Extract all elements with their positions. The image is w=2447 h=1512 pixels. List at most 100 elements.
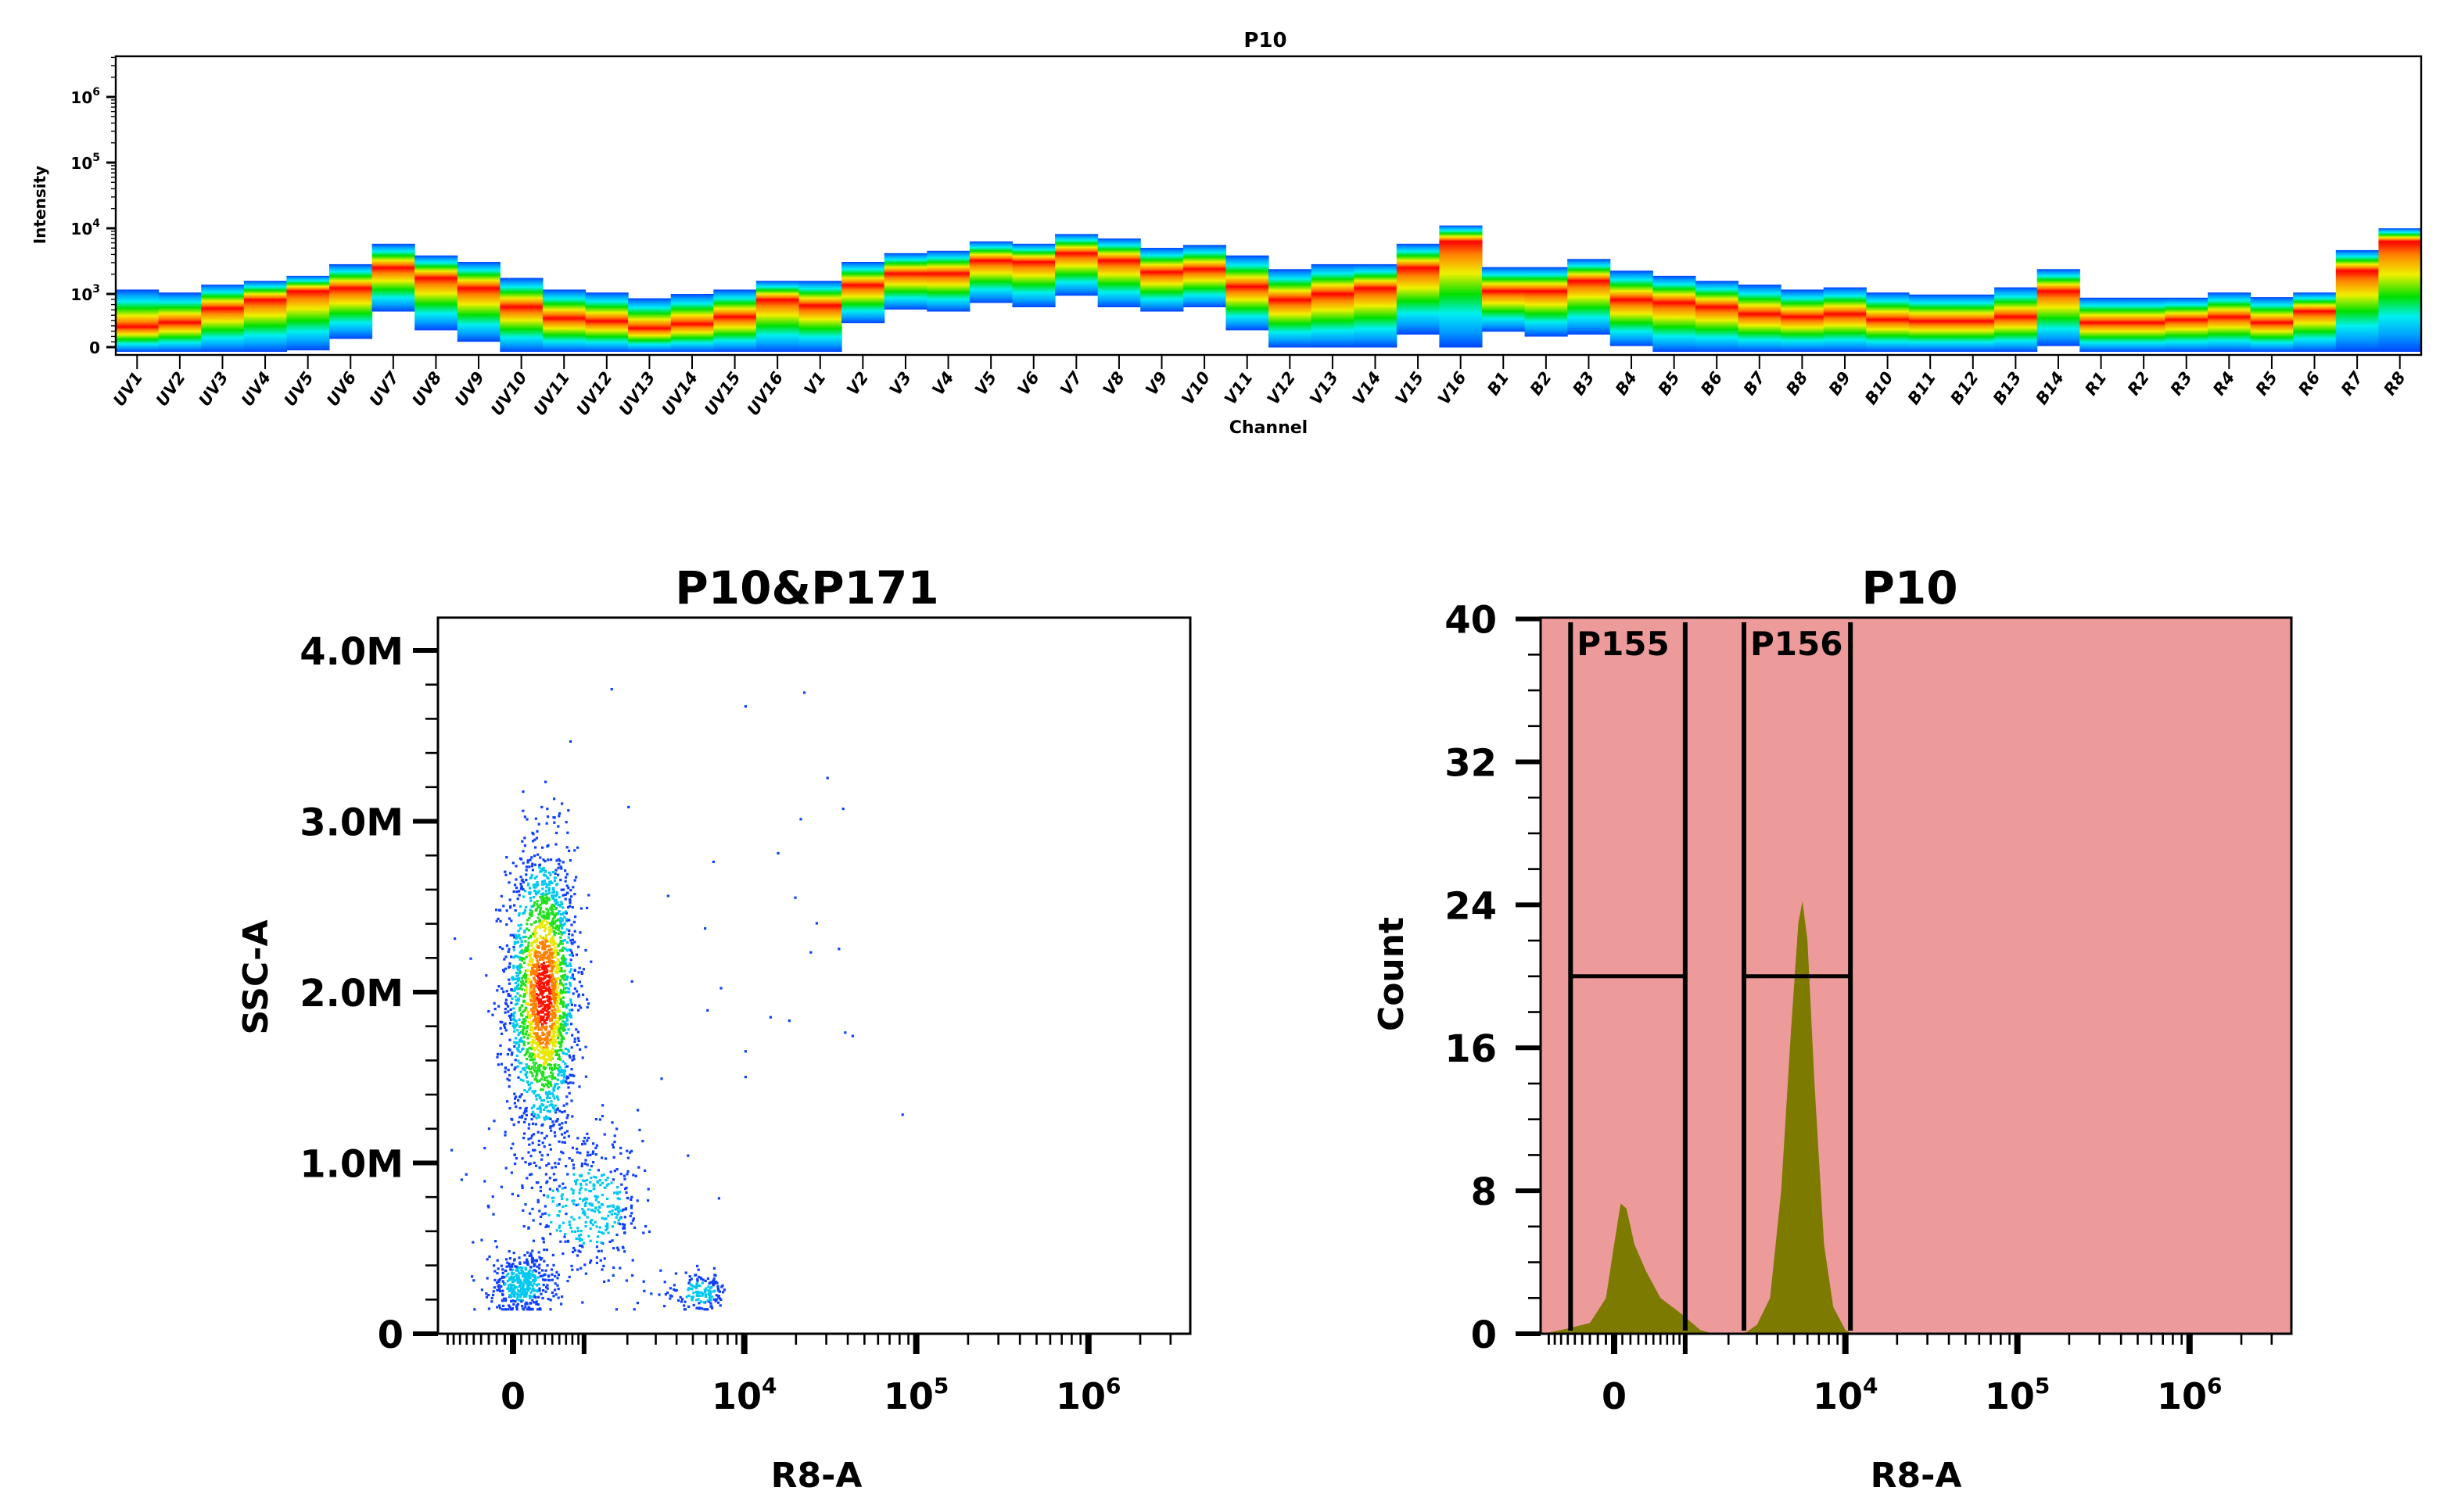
- scatter-point: [697, 1268, 700, 1271]
- scatter-point: [530, 1106, 533, 1109]
- scatter-point: [523, 1254, 526, 1257]
- scatter-point: [512, 956, 515, 959]
- scatter-point: [552, 871, 555, 874]
- scatter-point: [546, 980, 549, 984]
- scatter-point: [545, 908, 548, 911]
- scatter-point: [507, 993, 510, 996]
- scatter-point: [630, 1222, 633, 1225]
- scatter-point: [521, 1114, 524, 1117]
- scatter-point: [525, 980, 528, 983]
- scatter-point: [558, 963, 562, 966]
- scatter-point: [521, 840, 524, 843]
- scatter-point: [497, 985, 501, 988]
- scatter-point: [518, 890, 521, 893]
- scatter-point: [483, 1180, 486, 1183]
- scatter-point: [549, 1125, 552, 1128]
- scatter-point: [683, 1308, 686, 1311]
- scatter-point: [615, 1168, 619, 1171]
- scatter-point: [502, 905, 505, 908]
- scatter-point: [522, 1274, 525, 1277]
- scatter-point: [527, 954, 530, 957]
- scatter-point: [528, 1280, 531, 1283]
- gate-p156[interactable]: P156: [1741, 622, 1853, 1331]
- scatter-point: [536, 944, 539, 947]
- scatter-point: [638, 1128, 641, 1131]
- scatter-point: [536, 891, 540, 894]
- scatter-point: [619, 1191, 622, 1194]
- scatter-point: [536, 1025, 540, 1028]
- scatter-point: [557, 953, 560, 956]
- scatter-point: [614, 1212, 617, 1215]
- scatter-point: [529, 1022, 533, 1025]
- scatter-point: [563, 969, 566, 973]
- scatter-point: [560, 1069, 563, 1072]
- spectrum-column: [1738, 285, 1781, 352]
- channel-label: V6: [1014, 368, 1042, 399]
- scatter-point: [611, 1121, 614, 1124]
- scatter-point: [540, 1028, 543, 1031]
- scatter-point: [472, 1241, 475, 1244]
- scatter-point: [534, 891, 537, 894]
- scatter-point: [512, 1252, 515, 1255]
- scatter-point: [571, 1073, 574, 1077]
- spectrum-column: [1908, 294, 1953, 352]
- scatter-point: [524, 1302, 527, 1306]
- scatter-point: [551, 952, 554, 955]
- scatter-point: [510, 1147, 513, 1150]
- scatter-point: [539, 926, 542, 930]
- scatter-point: [599, 1184, 602, 1187]
- scatter-point: [547, 887, 551, 890]
- scatter-point: [512, 966, 515, 969]
- scatter-point: [564, 1070, 567, 1073]
- scatter-point: [551, 940, 554, 943]
- spectrum-column: [2293, 292, 2337, 352]
- scatter-point: [567, 1134, 570, 1138]
- histogram-gates[interactable]: P155 P156: [1568, 622, 1853, 1331]
- scatter-point: [698, 1284, 701, 1288]
- scatter-point: [550, 858, 553, 862]
- scatter-point: [558, 927, 561, 930]
- scatter-point: [623, 1226, 626, 1229]
- scatter-point: [565, 918, 568, 921]
- scatter-point: [579, 1188, 582, 1191]
- scatter-point: [533, 930, 536, 933]
- scatter-point: [564, 898, 567, 901]
- channel-label: B2: [1527, 368, 1555, 399]
- scatter-point: [526, 1258, 529, 1261]
- scatter-point: [559, 982, 562, 985]
- scatter-point: [532, 968, 535, 971]
- scatter-point: [546, 883, 549, 887]
- scatter-point: [556, 1031, 559, 1034]
- scatter-point: [567, 1086, 570, 1089]
- scatter-point: [587, 1234, 590, 1238]
- scatter-point: [553, 915, 556, 919]
- scatter-point: [552, 1196, 555, 1199]
- scatter-point: [501, 1308, 504, 1311]
- scatter-point: [564, 1013, 567, 1016]
- scatter-point: [503, 1297, 506, 1300]
- scatter-point: [516, 992, 519, 995]
- scatter-point: [521, 1040, 524, 1043]
- scatter-point: [522, 951, 525, 955]
- scatter-point: [552, 1095, 555, 1098]
- scatter-point: [496, 989, 499, 992]
- scatter-point: [594, 1176, 597, 1179]
- scatter-point: [504, 1130, 507, 1134]
- scatter-point: [542, 958, 545, 961]
- scatter-point: [559, 988, 562, 991]
- scatter-point: [613, 1134, 616, 1138]
- scatter-point: [631, 1259, 634, 1262]
- scatter-point: [556, 1188, 559, 1191]
- scatter-point: [556, 1001, 559, 1005]
- scatter-point: [510, 1063, 513, 1066]
- gate-p155[interactable]: P155: [1568, 622, 1688, 1331]
- spectrum-column: [1268, 269, 1312, 348]
- scatter-point: [555, 893, 558, 896]
- scatter-point: [558, 1030, 561, 1033]
- scatter-point: [539, 1105, 542, 1108]
- spectrum-column: [1524, 267, 1568, 337]
- scatter-point: [588, 1168, 591, 1171]
- scatter-point: [520, 980, 523, 984]
- scatter-point: [569, 981, 572, 984]
- scatter-point: [542, 983, 545, 986]
